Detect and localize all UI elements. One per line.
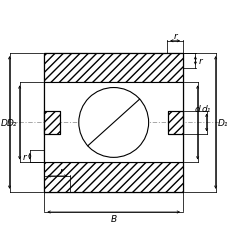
Bar (44, 83, 182, 163)
Text: d₁: d₁ (201, 105, 210, 114)
Text: r: r (172, 32, 176, 41)
Text: D: D (0, 118, 7, 127)
Bar (44, 54, 182, 192)
Circle shape (79, 88, 148, 158)
Text: D₂: D₂ (7, 118, 17, 127)
Bar (44, 54, 182, 192)
Text: B: B (110, 214, 116, 223)
Text: d: d (194, 105, 200, 114)
Text: r: r (60, 166, 63, 175)
Text: D₁: D₁ (217, 118, 227, 127)
Text: r: r (22, 152, 26, 161)
Text: r: r (198, 57, 202, 66)
Bar (44, 163, 182, 192)
Bar (44, 54, 182, 83)
Bar (44, 111, 60, 135)
Bar (167, 111, 182, 135)
Bar (44, 111, 60, 135)
Bar (167, 111, 182, 135)
